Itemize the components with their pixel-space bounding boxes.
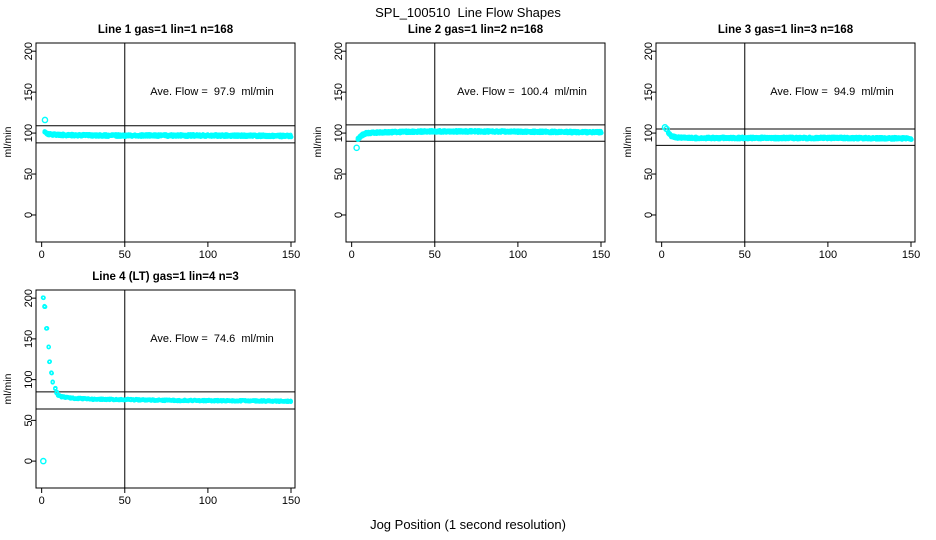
svg-text:150: 150 <box>643 83 655 101</box>
svg-text:0: 0 <box>23 458 35 464</box>
panel-4-yaxis-label: ml/min <box>2 373 14 405</box>
figure-title: SPL_100510 Line Flow Shapes <box>375 5 561 20</box>
svg-text:0: 0 <box>349 249 355 261</box>
svg-text:0: 0 <box>643 212 655 218</box>
svg-text:150: 150 <box>282 495 300 507</box>
svg-text:150: 150 <box>902 249 920 261</box>
svg-text:100: 100 <box>509 249 527 261</box>
svg-text:100: 100 <box>643 124 655 142</box>
panel-2-title: Line 2 gas=1 lin=2 n=168 <box>407 24 544 36</box>
panel-3-annotation: Ave. Flow = 94.9 ml/min <box>770 86 894 98</box>
svg-text:0: 0 <box>333 212 345 218</box>
svg-text:100: 100 <box>23 124 35 142</box>
svg-text:150: 150 <box>23 83 35 101</box>
panel-4-title: Line 4 (LT) gas=1 lin=4 n=3 <box>92 271 239 283</box>
svg-text:50: 50 <box>119 495 131 507</box>
svg-text:150: 150 <box>333 83 345 101</box>
svg-text:50: 50 <box>119 249 131 261</box>
svg-text:200: 200 <box>23 42 35 60</box>
svg-text:100: 100 <box>23 370 35 388</box>
svg-text:150: 150 <box>592 249 610 261</box>
svg-text:50: 50 <box>429 249 441 261</box>
svg-text:50: 50 <box>23 414 35 426</box>
svg-text:100: 100 <box>819 249 837 261</box>
panel-2-annotation: Ave. Flow = 100.4 ml/min <box>457 86 587 98</box>
svg-text:50: 50 <box>643 168 655 180</box>
panel-3-title: Line 3 gas=1 lin=3 n=168 <box>717 24 854 36</box>
svg-text:0: 0 <box>659 249 665 261</box>
svg-text:200: 200 <box>23 289 35 307</box>
svg-text:100: 100 <box>199 495 217 507</box>
panel-2-yaxis-label: ml/min <box>312 126 324 158</box>
panel-3-yaxis-label: ml/min <box>622 126 634 158</box>
svg-text:0: 0 <box>39 495 45 507</box>
panel-1-annotation: Ave. Flow = 97.9 ml/min <box>150 86 274 98</box>
x-axis-label: Jog Position (1 second resolution) <box>370 517 566 532</box>
svg-text:150: 150 <box>23 330 35 348</box>
svg-text:50: 50 <box>739 249 751 261</box>
svg-text:100: 100 <box>199 249 217 261</box>
svg-text:150: 150 <box>282 249 300 261</box>
svg-text:200: 200 <box>333 42 345 60</box>
panel-4-annotation: Ave. Flow = 74.6 ml/min <box>150 333 274 345</box>
svg-text:50: 50 <box>333 168 345 180</box>
svg-text:50: 50 <box>23 168 35 180</box>
svg-text:100: 100 <box>333 124 345 142</box>
panel-1-title: Line 1 gas=1 lin=1 n=168 <box>97 24 234 36</box>
svg-text:200: 200 <box>643 42 655 60</box>
svg-text:0: 0 <box>23 212 35 218</box>
svg-text:0: 0 <box>39 249 45 261</box>
panel-1-yaxis-label: ml/min <box>2 126 14 158</box>
